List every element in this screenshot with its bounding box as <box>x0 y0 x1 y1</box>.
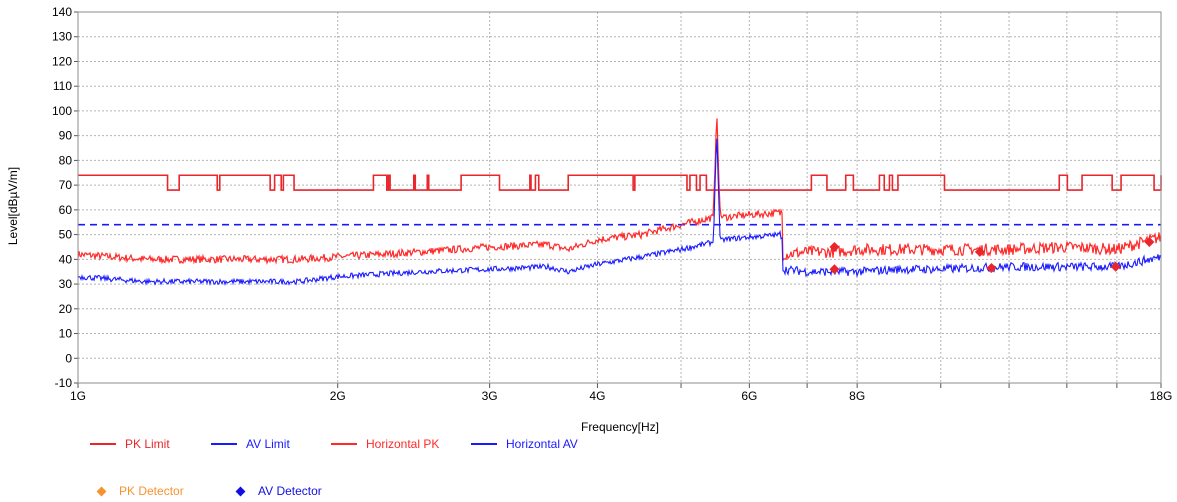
y-axis-title: Level[dBµV/m] <box>6 167 20 245</box>
x-axis-title: Frequency[Hz] <box>581 420 659 434</box>
y-tick-label: -10 <box>55 376 73 390</box>
legend-pk-detector[interactable]: PK Detector <box>96 484 184 498</box>
x-tick-label: 1G <box>70 389 86 403</box>
peak-marker <box>974 246 985 257</box>
legend-label: AV Limit <box>246 437 290 451</box>
diamond-icon <box>235 486 246 496</box>
plot-frame <box>77 11 1162 384</box>
legend-label: Horizontal AV <box>506 437 578 451</box>
limit-lines <box>78 174 1162 226</box>
peak-marker <box>1110 261 1121 272</box>
y-tick-label: 50 <box>59 228 73 242</box>
legend-swatch <box>211 443 237 445</box>
peak-marker <box>1144 237 1155 248</box>
peak-marker <box>829 241 840 252</box>
y-tick-label: 70 <box>59 178 73 192</box>
grid <box>77 11 1162 384</box>
legend-label: PK Limit <box>125 437 170 451</box>
legend-label: Horizontal PK <box>366 437 440 451</box>
peak-marker <box>986 262 997 273</box>
y-tick-label: 120 <box>52 54 72 68</box>
y-tick-label: 40 <box>59 252 73 266</box>
detector-markers <box>829 237 1155 275</box>
x-tick-label: 18G <box>1150 389 1173 403</box>
y-tick-label: 130 <box>52 30 72 44</box>
legend-swatch <box>471 443 497 445</box>
x-tick-label: 3G <box>482 389 498 403</box>
y-tick-label: 30 <box>59 277 73 291</box>
legend-horizontal-av[interactable]: Horizontal AV <box>471 437 578 451</box>
y-tick-label: 100 <box>52 104 72 118</box>
x-tick-label: 4G <box>589 389 605 403</box>
series-3-line <box>77 138 1162 287</box>
diamond-icon <box>96 486 107 496</box>
legend-av-detector[interactable]: AV Detector <box>235 484 322 498</box>
y-tick-label: 110 <box>53 79 72 93</box>
x-tick-label: 6G <box>741 389 757 403</box>
y-tick-label: 60 <box>59 203 73 217</box>
legend-swatch <box>331 443 357 445</box>
legend-av-limit[interactable]: AV Limit <box>211 437 290 451</box>
y-tick-label: 10 <box>59 327 73 341</box>
legend-label: AV Detector <box>258 484 322 498</box>
y-tick-label: 140 <box>52 5 72 19</box>
y-tick-label: 0 <box>65 351 72 365</box>
legend-swatch <box>90 443 116 445</box>
y-tick-label: 80 <box>59 153 73 167</box>
legend-horizontal-pk[interactable]: Horizontal PK <box>331 437 439 451</box>
legend-pk-limit[interactable]: PK Limit <box>90 437 170 451</box>
y-tick-label: 20 <box>59 302 73 316</box>
x-tick-label: 2G <box>330 389 346 403</box>
x-tick-label: 8G <box>849 389 865 403</box>
axes: -10 0 10 20 30 40 50 60 70 80 90 100 110 120 130 140 1G 2… <box>52 5 1172 403</box>
y-tick-label: 90 <box>59 129 73 143</box>
series-0-line <box>78 174 1162 191</box>
peak-marker <box>829 264 840 275</box>
legend-label: PK Detector <box>119 484 184 498</box>
